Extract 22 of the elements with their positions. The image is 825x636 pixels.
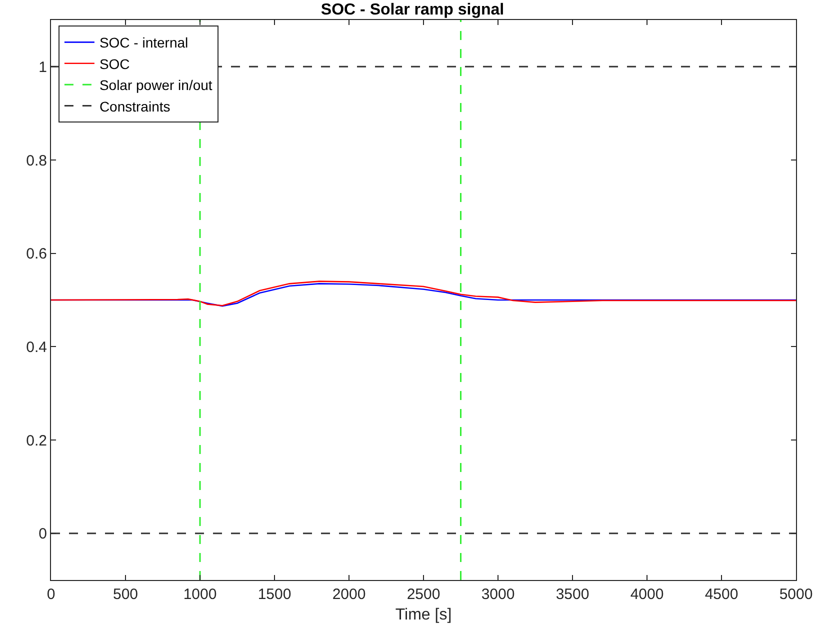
x-axis-title: Time [s] [395, 606, 452, 624]
chart-title: SOC - Solar ramp signal [320, 1, 504, 18]
legend-label: SOC [99, 56, 130, 72]
x-tick-label: 3500 [556, 586, 590, 603]
y-tick-label: 0.2 [26, 432, 47, 450]
ref-line-label: Solar power in/out [99, 77, 212, 94]
x-tick-label: 2500 [406, 586, 440, 603]
x-tick-label: 4000 [630, 586, 664, 603]
x-tick-label: 2000 [332, 586, 366, 603]
x-tick-label: 1500 [258, 586, 292, 603]
y-tick-label: 1 [38, 58, 47, 76]
legend-label: SOC - internal [99, 34, 188, 51]
legend-label: Constraints [99, 98, 170, 114]
y-tick-label: 0.4 [26, 338, 47, 356]
x-tick-label: 500 [112, 586, 138, 603]
x-tick-label: 5000 [779, 586, 813, 603]
y-tick-label: 0 [38, 526, 47, 543]
x-tick-label: 4500 [704, 586, 738, 603]
y-tick-label: 0.8 [26, 152, 47, 170]
x-tick-label: 1000 [183, 586, 217, 603]
y-tick-label: 0.6 [26, 246, 47, 263]
x-tick-label: 3000 [481, 586, 515, 603]
